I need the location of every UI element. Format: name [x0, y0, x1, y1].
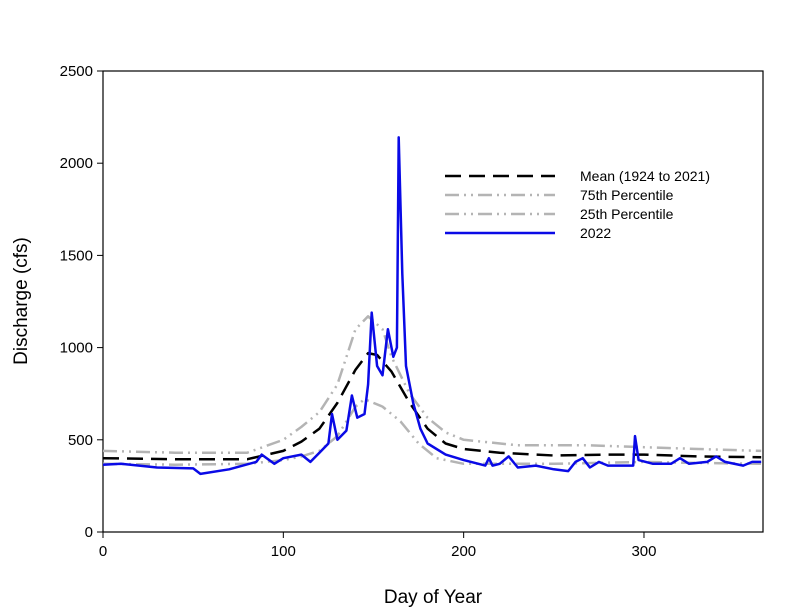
x-tick-label: 100: [271, 543, 296, 560]
x-tick-label: 200: [451, 543, 476, 560]
y-axis-label: Discharge (cfs): [11, 237, 32, 365]
x-axis-label: Day of Year: [384, 587, 483, 608]
series-line-3: [102, 136, 762, 476]
y-tick-label: 1000: [60, 340, 93, 357]
legend-label: 75th Percentile: [580, 187, 674, 203]
y-tick-label: 2500: [60, 63, 93, 80]
plot-frame: [102, 70, 764, 533]
y-tick-label: 2000: [60, 155, 93, 172]
legend-label: Mean (1924 to 2021): [580, 168, 710, 184]
legend-label: 25th Percentile: [580, 206, 674, 222]
legend-label: 2022: [580, 225, 611, 241]
x-tick-label: 0: [99, 543, 107, 560]
y-tick-label: 1500: [60, 247, 93, 264]
y-tick-label: 0: [85, 524, 93, 541]
x-tick-label: 300: [631, 543, 656, 560]
y-tick-label: 500: [68, 432, 93, 449]
series-line-0: [102, 351, 762, 461]
